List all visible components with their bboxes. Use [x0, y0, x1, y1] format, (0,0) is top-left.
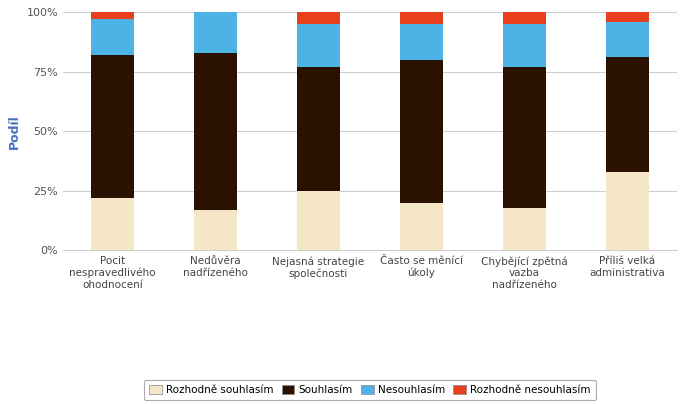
Bar: [606, 172, 649, 250]
Y-axis label: Podíl: Podíl: [8, 114, 21, 149]
Bar: [194, 12, 237, 53]
Bar: [297, 12, 340, 24]
Bar: [91, 19, 134, 55]
Bar: [297, 24, 340, 67]
Bar: [503, 67, 546, 208]
Bar: [91, 55, 134, 198]
Legend: Rozhodně souhlasím, Souhlasím, Nesouhlasím, Rozhodně nesouhlasím: Rozhodně souhlasím, Souhlasím, Nesouhlas…: [144, 380, 595, 400]
Bar: [606, 57, 649, 172]
Bar: [91, 12, 134, 19]
Bar: [400, 12, 443, 24]
Bar: [400, 60, 443, 203]
Bar: [91, 198, 134, 250]
Bar: [194, 210, 237, 250]
Bar: [606, 12, 649, 22]
Bar: [503, 12, 546, 24]
Bar: [503, 208, 546, 250]
Bar: [400, 24, 443, 60]
Bar: [606, 22, 649, 57]
Bar: [297, 67, 340, 191]
Bar: [194, 53, 237, 210]
Bar: [400, 203, 443, 250]
Bar: [503, 24, 546, 67]
Bar: [297, 191, 340, 250]
